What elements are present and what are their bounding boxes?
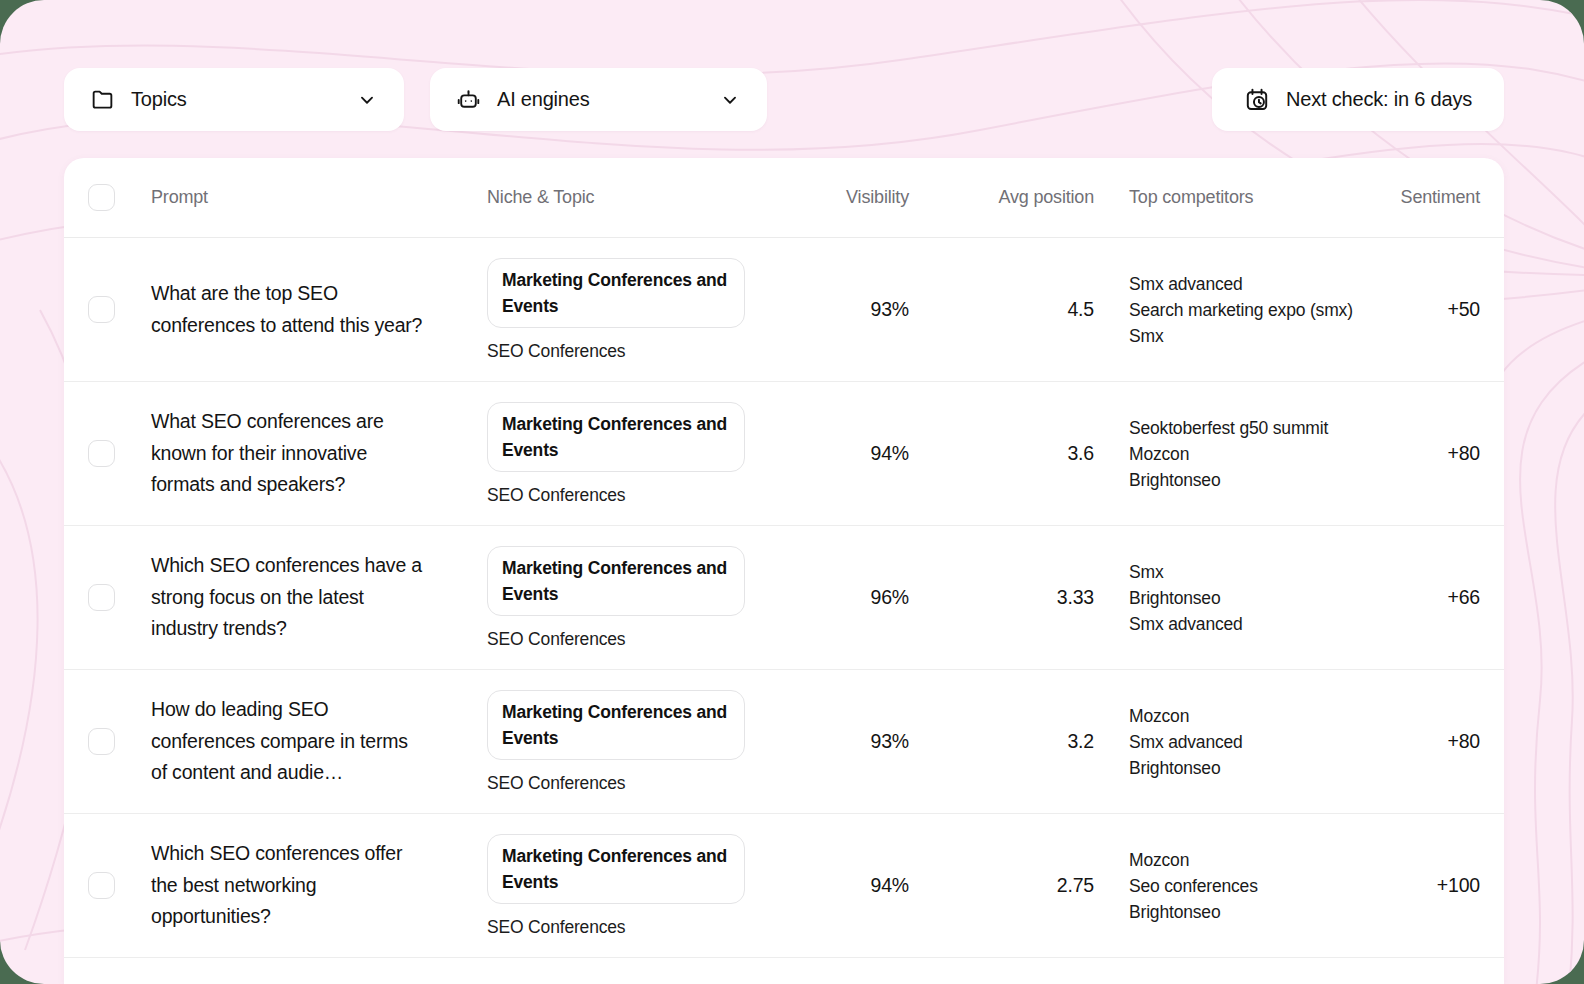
table-row[interactable]: What SEO conferences are known for their… [64, 382, 1504, 526]
column-header-visibility: Visibility [787, 187, 909, 208]
visibility-value: 94% [787, 442, 909, 465]
robot-icon [456, 87, 481, 112]
niche-badge: Marketing Conferences and Events [487, 258, 745, 328]
sentiment-value: +80 [1374, 730, 1480, 753]
column-header-sentiment: Sentiment [1374, 187, 1480, 208]
niche-badge: Marketing Conferences and Events [487, 402, 745, 472]
avg-position-value: 3.2 [909, 730, 1094, 753]
top-competitors-list: SmxBrightonseoSmx advanced [1094, 559, 1374, 637]
topic-label: SEO Conferences [487, 917, 787, 938]
sentiment-value: +100 [1374, 874, 1480, 897]
prompt-text: How do leading SEO conferences compare i… [151, 694, 487, 789]
visibility-value: 93% [787, 298, 909, 321]
prompts-table: Prompt Niche & Topic Visibility Avg posi… [64, 158, 1504, 984]
folder-icon [90, 87, 115, 112]
topic-label: SEO Conferences [487, 629, 787, 650]
row-checkbox[interactable] [88, 872, 115, 899]
top-competitors-list: MozconSeo conferencesBrightonseo [1094, 847, 1374, 925]
niche-badge: Marketing Conferences and Events [487, 834, 745, 904]
row-checkbox[interactable] [88, 728, 115, 755]
avg-position-value: 3.33 [909, 586, 1094, 609]
table-row[interactable]: What are the top SEO conferences to atte… [64, 238, 1504, 382]
top-competitors-list: Seoktoberfest g50 summitMozconBrightonse… [1094, 415, 1374, 493]
prompt-text: Which SEO conferences have a strong focu… [151, 550, 487, 645]
chevron-down-icon [719, 89, 741, 111]
app-frame: Topics [0, 0, 1584, 984]
table-row[interactable]: How do leading SEO conferences compare i… [64, 670, 1504, 814]
visibility-value: 96% [787, 586, 909, 609]
niche-badge: Marketing Conferences and Events [487, 546, 745, 616]
topics-dropdown[interactable]: Topics [64, 68, 404, 131]
visibility-value: 93% [787, 730, 909, 753]
sentiment-value: +80 [1374, 442, 1480, 465]
topic-label: SEO Conferences [487, 485, 787, 506]
toolbar: Topics [64, 68, 1504, 131]
ai-engines-label: AI engines [497, 88, 590, 111]
sentiment-value: +50 [1374, 298, 1480, 321]
calendar-clock-icon [1244, 87, 1270, 113]
ai-engines-dropdown[interactable]: AI engines [430, 68, 767, 131]
topic-label: SEO Conferences [487, 773, 787, 794]
table-row[interactable]: Which SEO conferences have a strong focu… [64, 526, 1504, 670]
prompt-text: What SEO conferences are known for their… [151, 406, 487, 501]
topics-label: Topics [131, 88, 187, 111]
top-competitors-list: MozconSmx advancedBrightonseo [1094, 703, 1374, 781]
prompt-text: What are the top SEO conferences to atte… [151, 278, 487, 341]
avg-position-value: 2.75 [909, 874, 1094, 897]
chevron-down-icon [356, 89, 378, 111]
next-check-label: Next check: in 6 days [1286, 88, 1472, 111]
next-check-badge: Next check: in 6 days [1212, 68, 1504, 131]
top-competitors-list: Smx advancedSearch marketing expo (smx)S… [1094, 271, 1374, 349]
toolbar-filters: Topics [64, 68, 767, 131]
row-checkbox[interactable] [88, 440, 115, 467]
visibility-value: 94% [787, 874, 909, 897]
table-header: Prompt Niche & Topic Visibility Avg posi… [64, 158, 1504, 238]
avg-position-value: 3.6 [909, 442, 1094, 465]
avg-position-value: 4.5 [909, 298, 1094, 321]
niche-badge: Marketing Conferences and Events [487, 690, 745, 760]
column-header-top-competitors: Top competitors [1094, 187, 1374, 208]
topic-label: SEO Conferences [487, 341, 787, 362]
row-checkbox[interactable] [88, 296, 115, 323]
column-header-niche-topic: Niche & Topic [487, 187, 787, 208]
sentiment-value: +66 [1374, 586, 1480, 609]
row-checkbox[interactable] [88, 584, 115, 611]
select-all-checkbox[interactable] [88, 184, 115, 211]
column-header-avg-position: Avg position [909, 187, 1094, 208]
prompt-text: Which SEO conferences offer the best net… [151, 838, 487, 933]
column-header-prompt: Prompt [151, 187, 487, 208]
table-row[interactable]: Which SEO conferences offer the best net… [64, 814, 1504, 958]
table-body: What are the top SEO conferences to atte… [64, 238, 1504, 958]
